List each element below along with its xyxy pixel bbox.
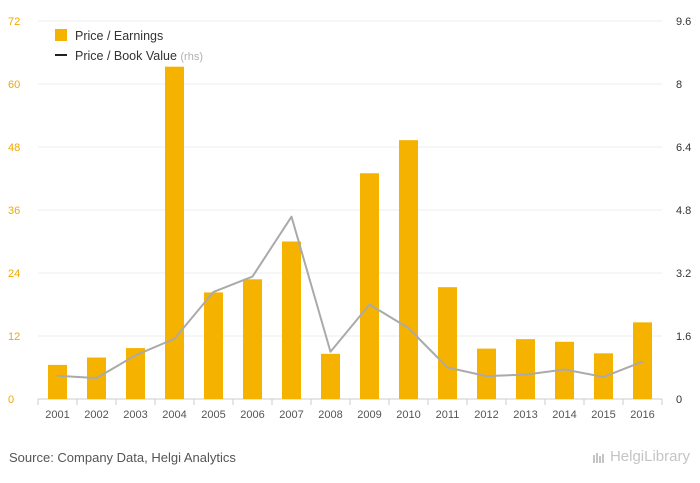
x-tick-label: 2005 <box>201 409 225 421</box>
point-price-book-value <box>173 337 176 340</box>
bar-price-earnings <box>633 322 652 399</box>
x-tick-label: 2004 <box>162 409 186 421</box>
bar-price-earnings <box>516 339 535 399</box>
y-right-tick-label: 3.2 <box>676 268 691 280</box>
logo-text: HelgiLibrary <box>609 448 690 465</box>
bar-price-earnings <box>321 353 340 399</box>
legend-label-price-earnings: Price / Earnings <box>75 29 163 43</box>
x-tick-label: 2006 <box>240 409 264 421</box>
point-price-book-value <box>368 303 371 306</box>
y-left-tick-label: 0 <box>8 394 14 406</box>
point-price-book-value <box>641 360 644 363</box>
bar-price-earnings <box>126 348 145 399</box>
y-right-tick-label: 4.8 <box>676 205 691 217</box>
bar-price-earnings <box>360 173 379 399</box>
helgi-library-logo: HelgiLibrary <box>592 448 690 465</box>
x-tick-label: 2011 <box>436 409 460 421</box>
x-tick-label: 2010 <box>396 409 420 421</box>
point-price-book-value <box>524 373 527 376</box>
x-tick-label: 2016 <box>630 409 654 421</box>
legend-swatch-price-earnings <box>55 29 67 41</box>
y-left-tick-label: 24 <box>8 268 20 280</box>
y-right-tick-label: 9.6 <box>676 16 691 28</box>
x-tick-label: 2013 <box>513 409 537 421</box>
x-tick-label: 2015 <box>591 409 615 421</box>
y-right-tick-label: 0 <box>676 394 682 406</box>
y-left-tick-label: 72 <box>8 16 20 28</box>
bar-price-earnings <box>243 279 262 399</box>
x-tick-label: 2014 <box>552 409 576 421</box>
point-price-book-value <box>95 377 98 379</box>
bar-price-earnings <box>204 292 223 399</box>
bar-price-earnings <box>399 140 418 400</box>
x-tick-label: 2012 <box>474 409 498 421</box>
point-price-book-value <box>407 327 410 329</box>
x-tick-label: 2002 <box>84 409 108 421</box>
x-tick-label: 2008 <box>318 409 342 421</box>
x-tick-label: 2009 <box>357 409 381 421</box>
bar-price-earnings <box>438 287 457 399</box>
chart-svg: 0 12 24 36 48 60 72 0 1.6 3.2 4.8 6.4 8 9.6 2001 2002 20… <box>8 16 691 421</box>
y-right-tick-label: 8 <box>676 79 682 91</box>
legend-label-rhs-suffix: (rhs) <box>180 51 203 63</box>
point-price-book-value <box>602 376 605 378</box>
bar-price-earnings <box>165 66 184 400</box>
y-right-tick-label: 6.4 <box>676 142 691 154</box>
y-right-tick-label: 1.6 <box>676 331 691 343</box>
source-note: Source: Company Data, Helgi Analytics <box>9 450 236 465</box>
y-left-tick-label: 60 <box>8 79 20 91</box>
bar-price-earnings <box>282 241 301 399</box>
x-tick-label: 2007 <box>279 409 303 421</box>
line-price-book-value <box>57 215 643 380</box>
library-icon <box>592 452 604 463</box>
x-tick-label: 2001 <box>45 409 69 421</box>
point-price-book-value <box>212 291 215 293</box>
y-left-tick-label: 36 <box>8 205 20 217</box>
point-price-book-value <box>446 366 449 369</box>
point-price-book-value <box>134 354 137 357</box>
x-tick-label: 2003 <box>123 409 147 421</box>
y-left-tick-label: 12 <box>8 331 20 343</box>
point-price-book-value <box>290 215 293 218</box>
point-price-book-value <box>485 375 488 377</box>
y-left-tick-label: 48 <box>8 142 20 154</box>
point-price-book-value <box>251 275 254 278</box>
point-price-book-value <box>56 374 59 377</box>
legend-label-price-book-value: Price / Book Value (rhs) <box>75 49 203 63</box>
point-price-book-value <box>563 368 566 371</box>
bar-price-earnings <box>48 364 67 399</box>
bar-price-earnings <box>477 348 496 399</box>
point-price-book-value <box>329 350 332 353</box>
